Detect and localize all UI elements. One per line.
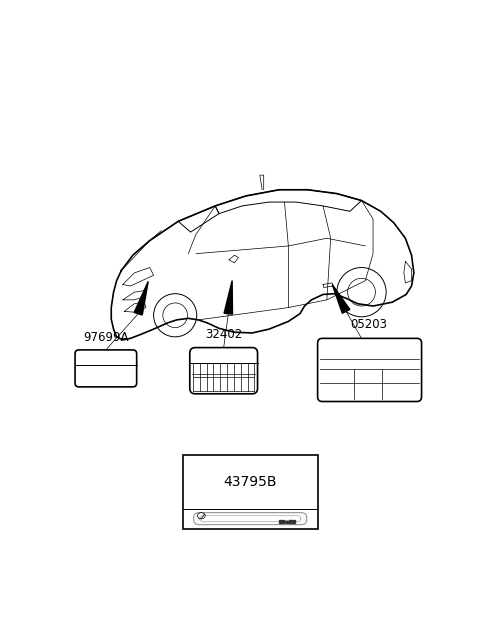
FancyBboxPatch shape — [318, 338, 421, 401]
FancyBboxPatch shape — [193, 513, 307, 524]
Bar — [183, 456, 318, 528]
Polygon shape — [134, 281, 148, 315]
FancyBboxPatch shape — [190, 348, 258, 394]
Text: 43795B: 43795B — [224, 475, 277, 489]
Polygon shape — [332, 285, 350, 313]
Text: 32402: 32402 — [205, 329, 242, 341]
Text: 97699A: 97699A — [83, 330, 129, 344]
FancyBboxPatch shape — [75, 350, 137, 387]
Polygon shape — [224, 281, 232, 314]
FancyBboxPatch shape — [200, 516, 300, 522]
Text: 05203: 05203 — [351, 318, 388, 330]
